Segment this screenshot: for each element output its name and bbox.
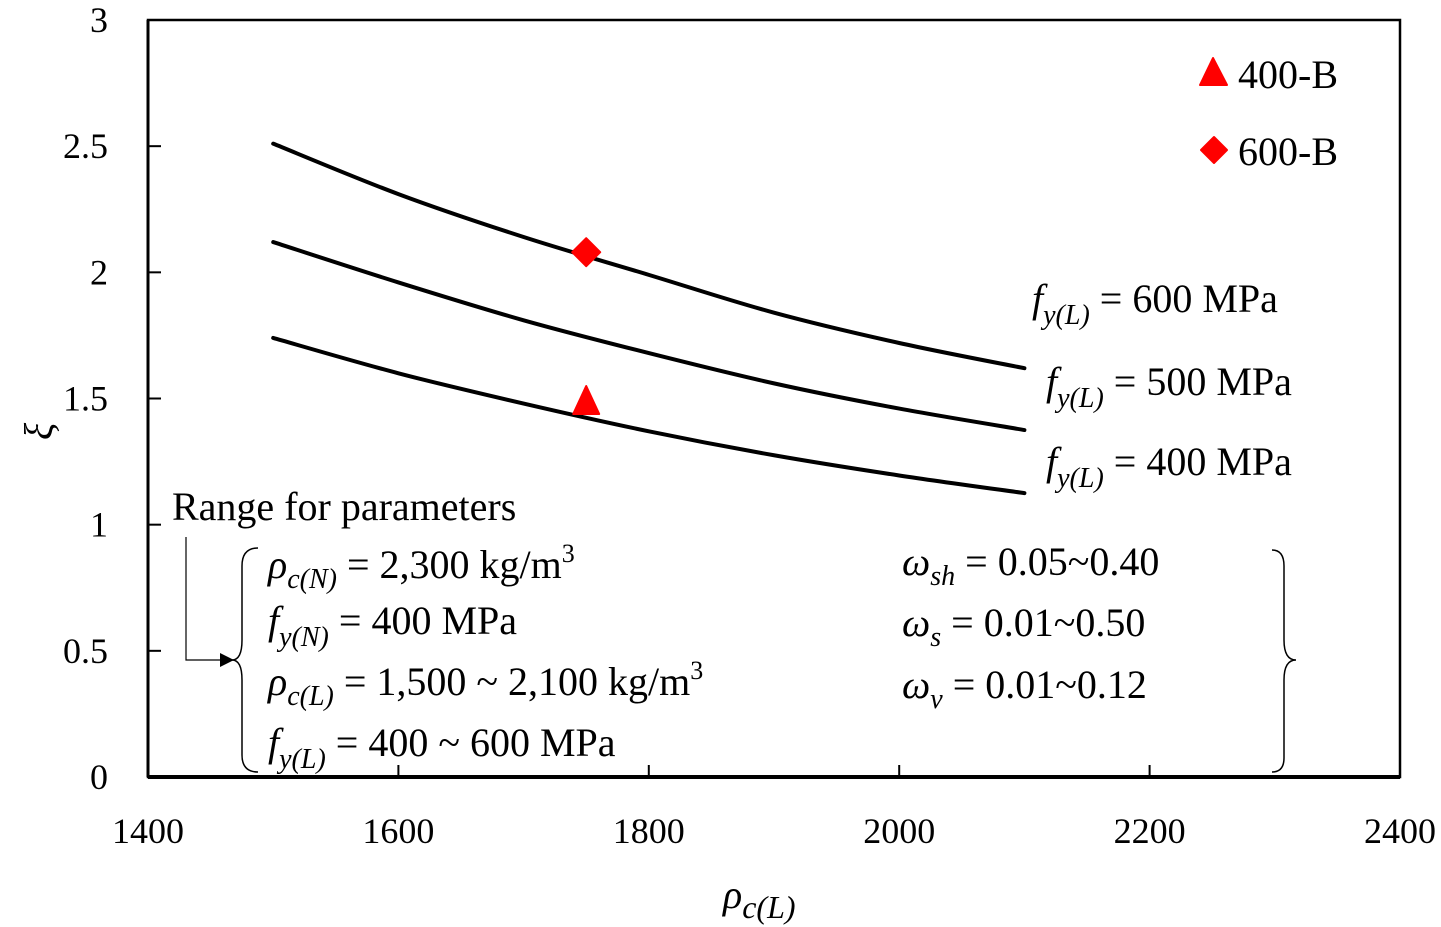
y-tick-label: 2.5 bbox=[63, 126, 108, 166]
series-label-400: fy(L) = 400 MPa bbox=[1046, 439, 1292, 494]
right-brace bbox=[1271, 549, 1297, 773]
y-tick-label: 0.5 bbox=[63, 631, 108, 671]
ticks: 1400 1600 1800 2000 2200 2400 0 0.5 1 1.5 2 2.5 3 bbox=[63, 0, 1436, 851]
legend: 400-B 600-B bbox=[1199, 52, 1338, 174]
param-omega-sh: ωsh = 0.05~0.40 bbox=[902, 539, 1159, 592]
series-line-0 bbox=[271, 141, 1027, 371]
point-600-B-diamond-marker bbox=[571, 237, 602, 268]
x-tick-label: 1800 bbox=[613, 811, 685, 851]
param-omega-s: ωs = 0.01~0.50 bbox=[902, 600, 1145, 653]
legend-label-600b: 600-B bbox=[1238, 129, 1338, 174]
data-points bbox=[571, 237, 602, 416]
range-annotation: Range for parameters ρc(N) = 2,300 kg/m3… bbox=[172, 484, 1297, 775]
param-omega-v: ωv = 0.01~0.12 bbox=[902, 662, 1147, 715]
y-tick-label: 3 bbox=[90, 0, 108, 40]
series-labels: fy(L) = 600 MPa fy(L) = 500 MPa fy(L) = … bbox=[1032, 276, 1292, 494]
y-axis-label: ξ bbox=[16, 422, 61, 440]
series-label-600: fy(L) = 600 MPa bbox=[1032, 276, 1278, 331]
series-label-500: fy(L) = 500 MPa bbox=[1046, 359, 1292, 414]
param-fy-n: fy(N) = 400 MPa bbox=[268, 598, 517, 653]
range-arrow-line bbox=[185, 537, 222, 661]
x-tick-label: 2400 bbox=[1364, 811, 1436, 851]
legend-label-400b: 400-B bbox=[1238, 52, 1338, 97]
legend-marker-diamond-icon bbox=[1200, 136, 1228, 164]
y-tick-label: 2 bbox=[90, 252, 108, 292]
left-brace bbox=[231, 547, 259, 773]
x-tick-label: 2000 bbox=[863, 811, 935, 851]
param-fy-l: fy(L) = 400 ~ 600 MPa bbox=[268, 720, 616, 775]
param-rho-cl: ρc(L) = 1,500 ~ 2,100 kg/m3 bbox=[266, 656, 703, 712]
y-tick-label: 1.5 bbox=[63, 379, 108, 419]
range-title: Range for parameters bbox=[172, 484, 516, 529]
arrow-head-icon bbox=[220, 653, 234, 667]
series-line-1 bbox=[271, 240, 1027, 433]
y-tick-label: 1 bbox=[90, 505, 108, 545]
point-400-B-triangle-marker bbox=[572, 385, 601, 416]
y-tick-label: 0 bbox=[90, 757, 108, 797]
x-tick-label: 1400 bbox=[112, 811, 184, 851]
param-rho-cn: ρc(N) = 2,300 kg/m3 bbox=[266, 539, 575, 595]
series-lines bbox=[271, 141, 1027, 496]
series-line-2 bbox=[271, 335, 1027, 496]
x-tick-label: 2200 bbox=[1114, 811, 1186, 851]
legend-marker-triangle-icon bbox=[1199, 57, 1228, 86]
x-axis-label: ρc(L) bbox=[721, 872, 796, 925]
x-tick-label: 1600 bbox=[362, 811, 434, 851]
